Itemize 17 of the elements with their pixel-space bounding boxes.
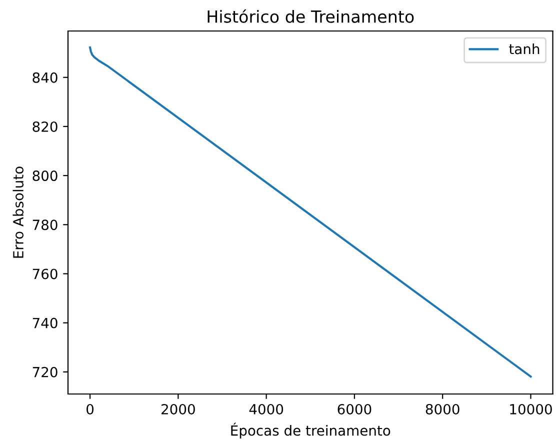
x-tick-label: 0 bbox=[86, 404, 94, 414]
y-tick-label: 840 bbox=[32, 72, 58, 83]
y-tick-label: 820 bbox=[32, 121, 58, 132]
x-tick-label: 2000 bbox=[162, 404, 195, 414]
y-tick-label: 720 bbox=[32, 366, 58, 378]
chart-title: Histórico de Treinamento bbox=[208, 9, 414, 23]
x-tick-label: 10000 bbox=[510, 404, 552, 414]
y-tick-label: 740 bbox=[32, 318, 58, 328]
x-tick-label: 6000 bbox=[338, 404, 372, 414]
y-tick-label: 780 bbox=[32, 220, 58, 230]
y-tick-label: 760 bbox=[32, 268, 58, 280]
x-axis-title: Épocas de treinamento bbox=[231, 422, 390, 438]
x-tick-label: 4000 bbox=[249, 404, 284, 414]
y-axis-title: Erro Absoluto bbox=[12, 166, 24, 258]
y-tick-label: 800 bbox=[32, 170, 58, 182]
legend-label: tanh bbox=[509, 44, 540, 54]
x-tick-label: 8000 bbox=[426, 404, 460, 414]
